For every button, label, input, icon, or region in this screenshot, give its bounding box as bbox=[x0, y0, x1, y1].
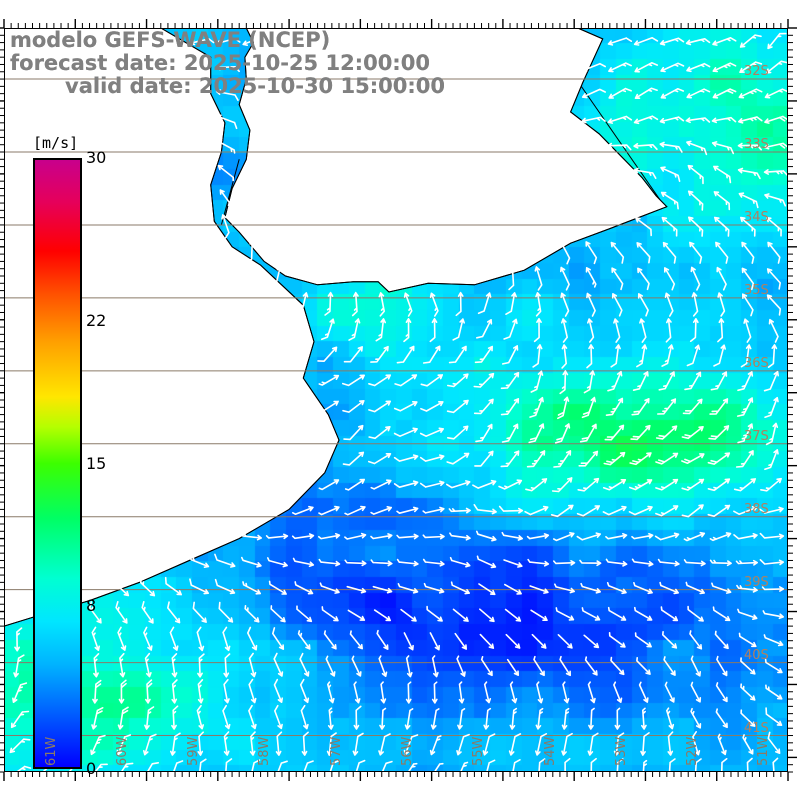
wind-barb-layer bbox=[9, 32, 788, 772]
inland-water-line bbox=[580, 86, 661, 200]
longitude-tick-label: 58W bbox=[257, 736, 273, 766]
colorbar-unit-label: [m/s] bbox=[33, 134, 79, 152]
longitude-tick-label: 55W bbox=[471, 736, 487, 766]
latitude-tick-label: 33S bbox=[744, 137, 769, 152]
colorbar-tick-label: 0 bbox=[86, 759, 97, 778]
forecast-date-label: forecast date: 2025-10-25 12:00:00 bbox=[10, 51, 430, 75]
longitude-tick-label: 57W bbox=[328, 736, 344, 766]
longitude-tick-label: 61W bbox=[43, 736, 59, 766]
latitude-tick-label: 36S bbox=[744, 355, 769, 371]
model-title: modelo GEFS-WAVE (NCEP) bbox=[10, 28, 331, 52]
latitude-tick-label: 40S bbox=[744, 647, 769, 663]
latitude-tick-label: 39S bbox=[744, 574, 769, 590]
valid-date-label: valid date: 2025-10-30 15:00:00 bbox=[65, 74, 445, 98]
longitude-tick-label: 56W bbox=[400, 736, 415, 766]
longitude-tick-label: 54W bbox=[542, 736, 558, 766]
colorbar-tick-label: 30 bbox=[86, 148, 107, 167]
longitude-tick-label: 51W bbox=[756, 736, 772, 766]
map-plot-area[interactable] bbox=[4, 28, 788, 772]
graticule-layer bbox=[4, 78, 788, 737]
wind-barbs bbox=[9, 32, 788, 772]
latitude-tick-label: 37S bbox=[744, 428, 769, 444]
colorbar-tick-label: 15 bbox=[86, 453, 107, 473]
coastline-argentina bbox=[4, 28, 340, 627]
longitude-tick-label: 59W bbox=[186, 736, 202, 766]
colorbar-gradient bbox=[33, 158, 82, 769]
colorbar-tick-label: 22 bbox=[86, 310, 107, 330]
longitude-tick-label: 53W bbox=[613, 736, 629, 766]
latitude-tick-label: 35S bbox=[744, 282, 769, 298]
inland-water-line bbox=[220, 159, 240, 226]
longitude-tick-label: 60W bbox=[114, 736, 130, 766]
latitude-tick-label: 32S bbox=[744, 64, 769, 80]
colorbar-tick-label: 8 bbox=[86, 596, 97, 616]
latitude-tick-label: 38S bbox=[744, 501, 769, 517]
longitude-tick-label: 52W bbox=[685, 736, 701, 766]
colorbar[interactable] bbox=[33, 158, 82, 769]
latitude-tick-label: 41S bbox=[744, 720, 769, 736]
coastline-uruguay bbox=[221, 28, 668, 293]
latitude-tick-label: 34S bbox=[744, 209, 769, 225]
land-mask-layer bbox=[4, 28, 668, 627]
